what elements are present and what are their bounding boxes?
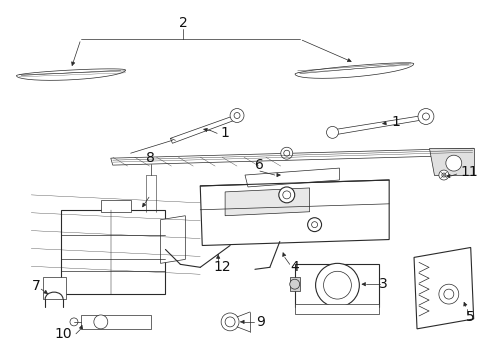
Text: 3: 3: [378, 277, 387, 291]
Circle shape: [315, 264, 359, 307]
Circle shape: [443, 289, 453, 299]
Circle shape: [323, 271, 351, 299]
Text: 4: 4: [290, 260, 299, 274]
Circle shape: [445, 155, 461, 171]
Circle shape: [311, 222, 317, 228]
Polygon shape: [160, 216, 185, 264]
Circle shape: [307, 218, 321, 231]
Circle shape: [278, 187, 294, 203]
Text: 11: 11: [460, 165, 478, 179]
Circle shape: [230, 109, 244, 122]
Circle shape: [438, 170, 448, 180]
Circle shape: [280, 147, 292, 159]
Circle shape: [224, 317, 235, 327]
Circle shape: [282, 191, 290, 199]
Polygon shape: [294, 63, 413, 78]
Polygon shape: [101, 200, 130, 212]
Circle shape: [438, 284, 458, 304]
Circle shape: [289, 279, 299, 289]
Text: 6: 6: [255, 158, 264, 172]
Polygon shape: [43, 277, 66, 299]
Polygon shape: [170, 113, 242, 143]
Polygon shape: [244, 168, 339, 187]
Text: 7: 7: [32, 279, 41, 293]
Text: 8: 8: [146, 151, 155, 165]
Polygon shape: [61, 210, 165, 294]
Text: 10: 10: [54, 327, 72, 341]
Polygon shape: [294, 304, 379, 314]
Text: 5: 5: [466, 310, 474, 324]
Circle shape: [441, 173, 445, 177]
Polygon shape: [329, 114, 430, 135]
Polygon shape: [428, 148, 473, 175]
Text: 12: 12: [213, 260, 230, 274]
Polygon shape: [413, 247, 473, 329]
Circle shape: [70, 318, 78, 326]
Polygon shape: [289, 277, 299, 291]
Polygon shape: [294, 264, 379, 307]
Text: 1: 1: [220, 126, 228, 140]
Polygon shape: [16, 69, 125, 80]
Circle shape: [417, 109, 433, 125]
Circle shape: [422, 113, 428, 120]
Text: 2: 2: [179, 16, 187, 30]
Circle shape: [94, 315, 107, 329]
Polygon shape: [111, 148, 473, 165]
Circle shape: [283, 150, 289, 156]
Text: 9: 9: [255, 315, 264, 329]
Circle shape: [326, 126, 338, 138]
Circle shape: [221, 313, 239, 331]
Text: 1: 1: [390, 116, 399, 130]
Polygon shape: [224, 188, 309, 216]
Polygon shape: [81, 315, 150, 329]
Polygon shape: [200, 180, 388, 246]
Circle shape: [234, 113, 240, 118]
